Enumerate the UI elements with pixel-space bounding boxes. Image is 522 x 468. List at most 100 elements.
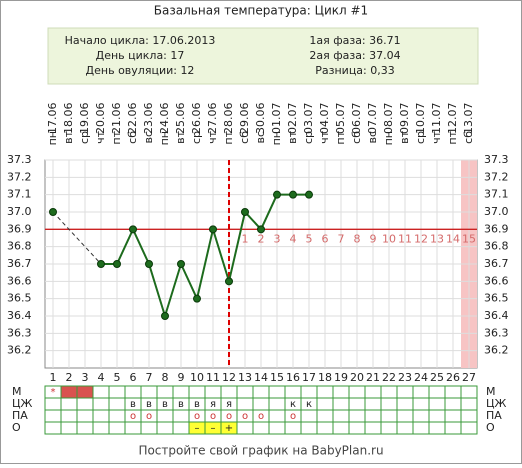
date-label: 02.07 — [286, 103, 299, 135]
weekday-label: вс — [366, 131, 379, 144]
row-label-right: М — [486, 385, 496, 398]
date-label: 27.06 — [206, 103, 219, 135]
cell-text: в — [178, 399, 184, 410]
date-label: 22.06 — [126, 103, 139, 135]
x-tick-label: 4 — [98, 371, 105, 384]
date-label: 24.06 — [158, 103, 171, 135]
x-tick-label: 10 — [190, 371, 204, 384]
x-tick-label: 5 — [114, 371, 121, 384]
y-tick-label-right: 36.3 — [484, 326, 509, 339]
phase2-label: 5 — [306, 232, 313, 245]
cell-text: о — [258, 411, 264, 422]
footer: Постройте свой график на BabyPlan.ru — [138, 444, 383, 458]
phase2-label: 1 — [242, 232, 249, 245]
cell-text: я — [226, 399, 232, 410]
x-tick-label: 6 — [130, 371, 137, 384]
chart-title: Базальная температура: Цикл #1 — [154, 4, 368, 18]
y-tick-label-right: 37.1 — [484, 188, 509, 201]
cell-fill — [189, 422, 205, 434]
y-tick-label: 36.7 — [7, 257, 32, 270]
y-tick-label: 37.3 — [7, 153, 32, 166]
weekday-label: сб — [126, 131, 139, 144]
phase2-label: 6 — [322, 232, 329, 245]
point — [49, 208, 57, 216]
phase2-label: 11 — [398, 232, 412, 245]
cell-text: к — [290, 399, 296, 410]
point — [97, 260, 105, 268]
y-tick-label-right: 36.5 — [484, 292, 509, 305]
x-tick-label: 27 — [462, 371, 476, 384]
info-text: 1ая фаза: 36.71 — [309, 34, 400, 47]
x-tick-label: 17 — [302, 371, 316, 384]
point — [177, 260, 185, 268]
date-label: 04.07 — [318, 103, 331, 135]
x-tick-label: 7 — [146, 371, 153, 384]
weekday-label: вт — [286, 130, 299, 143]
phase2-label: 10 — [382, 232, 396, 245]
date-label: 08.07 — [382, 103, 395, 135]
y-tick-label: 37.1 — [7, 188, 32, 201]
x-tick-label: 24 — [414, 371, 428, 384]
x-tick-label: 14 — [254, 371, 268, 384]
info-text: Разница: 0,33 — [315, 64, 395, 77]
x-tick-label: 15 — [270, 371, 284, 384]
point — [273, 190, 281, 199]
x-tick-label: 22 — [382, 371, 396, 384]
y-tick-label: 37.2 — [7, 170, 32, 183]
phase2-label: 3 — [274, 232, 281, 245]
date-label: 29.06 — [238, 103, 251, 135]
date-label: 23.06 — [142, 103, 155, 135]
phase2-label: 4 — [290, 232, 297, 245]
date-label: 09.07 — [398, 103, 411, 135]
weekday-label: пн — [46, 131, 59, 145]
weekday-label: чт — [430, 130, 443, 143]
date-label: 20.06 — [94, 103, 107, 135]
date-label: 30.06 — [254, 103, 267, 135]
info-box — [47, 27, 479, 85]
cell-fill — [61, 386, 77, 398]
weekday-label: чт — [94, 130, 107, 143]
info-text: Начало цикла: 17.06.2013 — [65, 34, 216, 47]
weekday-label: сб — [350, 131, 363, 144]
phase2-label: 13 — [430, 232, 444, 245]
weekday-label: пт — [222, 130, 235, 144]
weekday-label: ср — [190, 131, 203, 144]
info-text: День цикла: 17 — [96, 49, 185, 62]
row-label: ЦЖ — [12, 397, 33, 410]
y-tick-label: 36.3 — [7, 326, 32, 339]
weekday-label: вс — [142, 131, 155, 144]
info-text: День овуляции: 12 — [86, 64, 195, 77]
phase2-label: 14 — [446, 232, 460, 245]
date-label: 25.06 — [174, 103, 187, 135]
cell-text: о — [226, 411, 232, 422]
x-tick-label: 12 — [222, 371, 236, 384]
date-label: 21.06 — [110, 103, 123, 135]
y-tick-label-right: 36.8 — [484, 240, 509, 253]
point — [289, 190, 297, 199]
weekday-label: чт — [206, 130, 219, 143]
cell-text: в — [130, 399, 136, 410]
weekday-label: ср — [302, 131, 315, 144]
row-label-right: О — [486, 421, 495, 434]
x-tick-label: 21 — [366, 371, 380, 384]
weekday-label: вт — [398, 130, 411, 143]
y-tick-label: 36.8 — [7, 240, 32, 253]
weekday-label: пн — [270, 131, 283, 145]
point — [145, 260, 153, 268]
weekday-label: пт — [446, 130, 459, 144]
date-label: 07.07 — [366, 103, 379, 135]
point — [209, 225, 217, 234]
y-tick-label: 36.2 — [7, 344, 32, 357]
row-label: ПА — [12, 409, 28, 422]
point — [257, 225, 265, 234]
cell-fill — [205, 422, 221, 434]
x-tick-label: 20 — [350, 371, 364, 384]
x-tick-label: 9 — [178, 371, 185, 384]
phase2-label: 8 — [354, 232, 361, 245]
date-label: 28.06 — [222, 103, 235, 135]
date-label: 12.07 — [446, 103, 459, 135]
point — [193, 294, 201, 303]
weekday-label: ср — [78, 131, 91, 144]
x-tick-label: 16 — [286, 371, 300, 384]
